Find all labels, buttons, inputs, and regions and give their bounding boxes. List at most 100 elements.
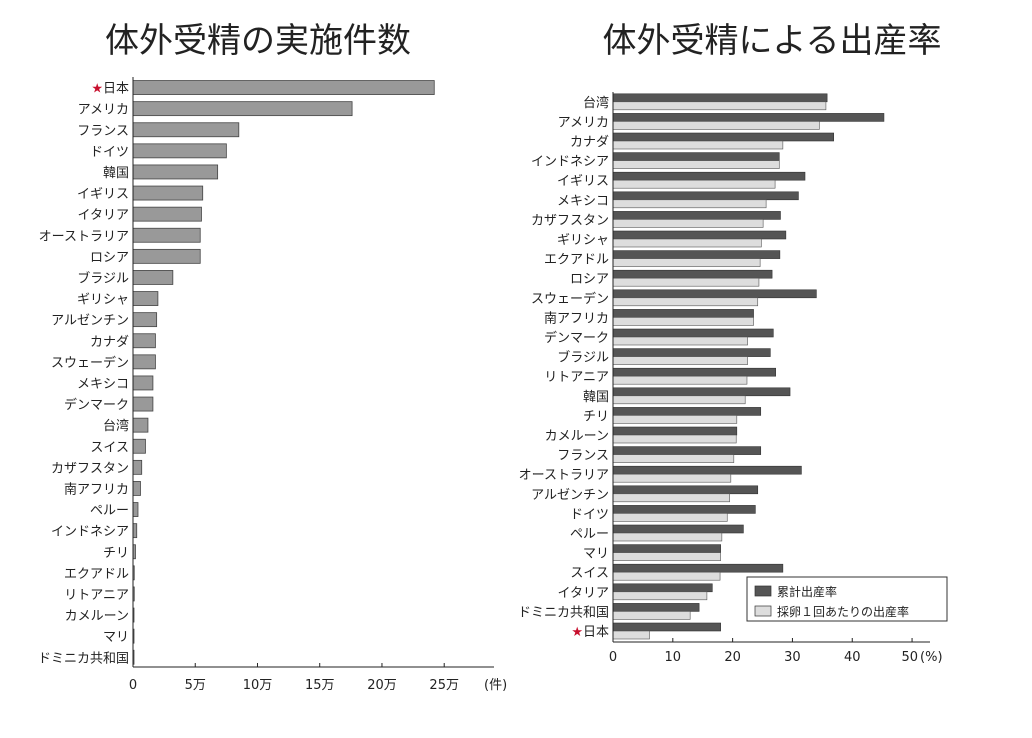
right-bar-cumulative	[612, 230, 787, 240]
right-category-label: 韓国	[583, 390, 609, 405]
left-category-label: カナダ	[90, 335, 129, 350]
right-bar-cumulative	[612, 544, 721, 553]
right-bar-per-retrieval	[612, 238, 762, 248]
left-chart-title: 体外受精の実施件数	[105, 21, 411, 61]
left-bar	[132, 375, 154, 391]
left-x-unit-label: (件)	[484, 678, 507, 693]
left-category-label: マリ	[103, 630, 129, 645]
right-category-label: スイス	[570, 566, 609, 581]
left-category-label: ドイツ	[90, 145, 129, 160]
right-category-label: エクアドル	[544, 253, 609, 268]
left-bar	[132, 101, 353, 117]
left-bar	[132, 80, 435, 95]
left-bar	[132, 291, 159, 306]
right-bar-cumulative	[612, 171, 806, 181]
right-bar-per-retrieval	[612, 121, 820, 130]
left-bar	[132, 206, 202, 222]
left-category-label: スイス	[90, 440, 129, 455]
right-category-label: リトアニア	[544, 370, 609, 385]
left-category-label: アルゼンチン	[51, 314, 129, 329]
right-category-label: ★日本	[571, 625, 609, 640]
right-bar-per-retrieval	[612, 513, 728, 522]
right-category-label: カナダ	[570, 135, 609, 150]
left-category-label: リトアニア	[64, 588, 129, 603]
left-bar	[132, 248, 201, 264]
right-bar-per-retrieval	[612, 493, 730, 503]
left-category-label: デンマーク	[64, 397, 129, 413]
right-bar-cumulative	[612, 446, 762, 455]
right-bar-cumulative	[612, 407, 762, 416]
right-bar-cumulative	[612, 113, 885, 122]
left-category-label: 台湾	[103, 418, 129, 434]
left-bar	[132, 185, 204, 201]
right-category-label: 南アフリカ	[544, 310, 609, 326]
left-category-label: フランス	[77, 124, 129, 139]
left-category-label: ブラジル	[77, 270, 129, 286]
right-chart-title: 体外受精による出産率	[603, 21, 942, 61]
right-category-label: マリ	[583, 547, 609, 562]
right-bar-cumulative	[612, 583, 713, 593]
right-category-label: カザフスタン	[531, 213, 609, 228]
left-bar	[132, 459, 143, 475]
right-bar-per-retrieval	[612, 179, 776, 189]
right-bar-per-retrieval	[612, 317, 754, 326]
right-bar-cumulative	[612, 505, 756, 514]
right-category-label: カメルーン	[545, 429, 609, 444]
right-category-label: アメリカ	[558, 115, 609, 130]
left-category-label: ドミニカ共和国	[38, 651, 129, 666]
right-bar-per-retrieval	[612, 160, 780, 169]
right-bar-cumulative	[612, 309, 754, 318]
legend-label: 累計出産率	[777, 584, 837, 599]
right-bar-per-retrieval	[612, 375, 748, 385]
right-category-label: メキシコ	[557, 194, 609, 209]
right-category-label: アルゼンチン	[531, 488, 609, 503]
right-bar-per-retrieval	[612, 101, 827, 111]
left-bar	[132, 502, 139, 517]
right-category-label: インドネシア	[531, 155, 609, 170]
right-bar-cumulative	[612, 563, 784, 573]
left-category-label: 韓国	[103, 166, 129, 181]
right-bar-per-retrieval	[612, 434, 737, 444]
right-bar-cumulative	[612, 289, 817, 299]
right-bar-cumulative	[612, 367, 776, 377]
left-category-label: アメリカ	[78, 103, 129, 118]
right-category-label: ドミニカ共和国	[518, 605, 609, 620]
right-bar-cumulative	[612, 348, 771, 357]
right-bar-per-retrieval	[612, 552, 721, 561]
left-x-tick-label: 0	[129, 678, 137, 693]
right-bar-cumulative	[612, 426, 738, 436]
right-x-unit-label: (%)	[920, 650, 943, 665]
right-bar-per-retrieval	[612, 611, 691, 620]
right-category-label: イタリア	[558, 586, 609, 601]
left-category-label: エクアドル	[64, 567, 129, 582]
right-category-label: フランス	[557, 449, 609, 464]
right-bar-cumulative	[612, 524, 744, 534]
right-bar-per-retrieval	[612, 336, 748, 346]
right-bar-per-retrieval	[612, 630, 650, 640]
right-x-tick-label: 30	[784, 650, 801, 665]
left-category-label: ★日本	[91, 82, 129, 97]
left-category-label: イタリア	[78, 208, 129, 223]
right-bar-per-retrieval	[612, 258, 761, 267]
legend-box	[746, 576, 948, 622]
category-name: 日本	[103, 82, 129, 97]
right-x-tick-label: 20	[724, 650, 741, 665]
left-category-label: スウェーデン	[51, 355, 129, 371]
right-category-label: ブラジル	[557, 350, 609, 366]
right-bar-per-retrieval	[612, 277, 760, 287]
right-bar-cumulative	[612, 465, 802, 475]
right-x-tick-label: 40	[844, 650, 861, 665]
left-category-label: インドネシア	[51, 525, 129, 540]
right-bar-per-retrieval	[612, 140, 784, 150]
right-bar-per-retrieval	[612, 571, 721, 581]
left-category-label: 南アフリカ	[64, 481, 129, 497]
right-category-label: チリ	[583, 409, 609, 424]
right-bar-cumulative	[612, 250, 781, 259]
left-bar	[132, 312, 158, 328]
right-bar-cumulative	[612, 387, 791, 397]
right-bar-cumulative	[612, 622, 721, 632]
right-bar-cumulative	[612, 603, 700, 612]
left-bar	[132, 354, 156, 370]
left-category-label: カザフスタン	[51, 461, 129, 476]
category-name: 日本	[583, 625, 609, 640]
